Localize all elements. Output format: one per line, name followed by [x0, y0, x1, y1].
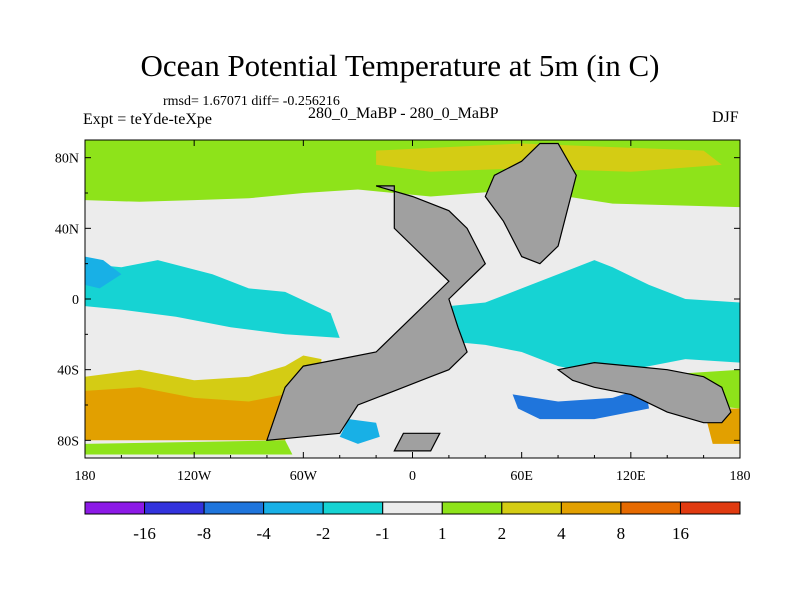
contour-region-pacific-lightblue-patch: [85, 256, 122, 289]
x-tick-label: 120W: [177, 469, 212, 484]
land-mask-americas: [266, 185, 487, 441]
land-mask-south-polar-block: [393, 432, 441, 452]
x-tick-label: 60W: [290, 469, 318, 484]
y-tick-label: 0: [72, 293, 79, 308]
colorbar-label: -8: [197, 524, 211, 543]
contour-region-southern-pacific-green: [85, 440, 293, 455]
subtitle-label: 280_0_MaBP - 280_0_MaBP: [308, 105, 499, 122]
contour-region-pacific-south-white: [85, 320, 322, 367]
x-tick-label: 0: [409, 469, 416, 484]
colorbar-box: [322, 501, 384, 515]
land-mask-australia-block: [556, 361, 732, 424]
colorbar-box: [441, 501, 503, 515]
stats-label: rmsd= 1.67071 diff= -0.256216: [163, 94, 340, 109]
y-tick-label: 40S: [57, 364, 79, 379]
colorbar-box: [382, 501, 443, 515]
contour-region-south-atlantic-blue: [339, 419, 380, 444]
colorbar-label: -1: [376, 524, 390, 543]
y-tick-label: 80N: [55, 152, 79, 167]
colorbar-label: -16: [133, 524, 156, 543]
colorbar-box: [263, 501, 324, 515]
y-tick-label: 80S: [57, 434, 79, 449]
colorbar-label: 4: [557, 524, 566, 543]
colorbar-box: [620, 501, 681, 515]
x-tick-label: 120E: [616, 469, 646, 484]
colorbar-label: 16: [672, 524, 689, 543]
contour-region-southern-pacific-orange: [85, 387, 300, 441]
contour-region-north-pacific-white: [85, 207, 322, 261]
colorbar-box: [501, 501, 562, 515]
colorbar-box: [679, 501, 741, 515]
colorbar-label: 2: [498, 524, 507, 543]
colorbar-box: [84, 501, 146, 515]
x-tick-label: 180: [730, 469, 751, 484]
contour-region-indian-ocean-cyan: [448, 260, 740, 374]
colorbar-box: [560, 501, 622, 515]
colorbar-label: -2: [316, 524, 330, 543]
experiment-label: Expt = teYde-teXpe: [83, 111, 212, 128]
y-tick-label: 40N: [55, 222, 79, 237]
colorbar-label: 1: [438, 524, 447, 543]
season-label: DJF: [712, 109, 739, 126]
contour-region-indian-ocean-blue: [512, 387, 649, 420]
land-mask-eurasia-block: [484, 142, 577, 265]
colorbar-label: -4: [257, 524, 272, 543]
colorbar-label: 8: [617, 524, 626, 543]
chart-title: Ocean Potential Temperature at 5m (in C): [140, 48, 660, 83]
temperature-field: [85, 140, 740, 458]
x-tick-label: 60E: [510, 469, 533, 484]
contour-region-pacific-equatorial-cyan: [85, 260, 340, 338]
colorbar-box: [144, 501, 205, 515]
colorbar-box: [203, 501, 265, 515]
x-tick-label: 180: [75, 469, 96, 484]
